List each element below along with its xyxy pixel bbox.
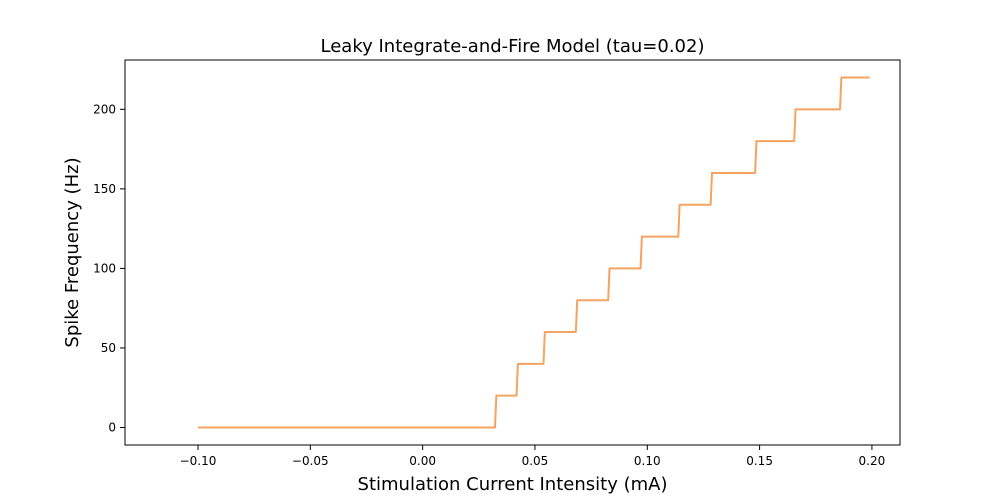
series-line-0 [198,76,870,429]
axes-frame [124,59,901,446]
x-axis-label: Stimulation Current Intensity (mA) [358,474,668,495]
x-tick-label: 0.10 [634,454,661,468]
y-tick-label: 0 [108,421,116,435]
x-tick-label: 0.00 [409,454,436,468]
x-tick-label: 0.05 [522,454,549,468]
x-axis-ticks: −0.10 −0.05 0.00 0.05 0.10 0.15 0.20 [180,445,886,468]
y-axis-ticks: 0 50 100 150 200 [93,102,125,435]
y-tick-label: 100 [93,261,116,275]
y-tick-label: 200 [93,102,116,116]
y-axis-label: Spike Frequency (Hz) [62,157,83,347]
y-tick-label: 50 [101,341,116,355]
x-tick-label: −0.10 [180,454,217,468]
series-layer [198,76,870,429]
y-tick-label: 150 [93,182,116,196]
chart-title: Leaky Integrate-and-Fire Model (tau=0.02… [321,36,705,57]
x-tick-label: 0.20 [859,454,886,468]
x-tick-label: 0.15 [746,454,773,468]
x-tick-label: −0.05 [292,454,329,468]
